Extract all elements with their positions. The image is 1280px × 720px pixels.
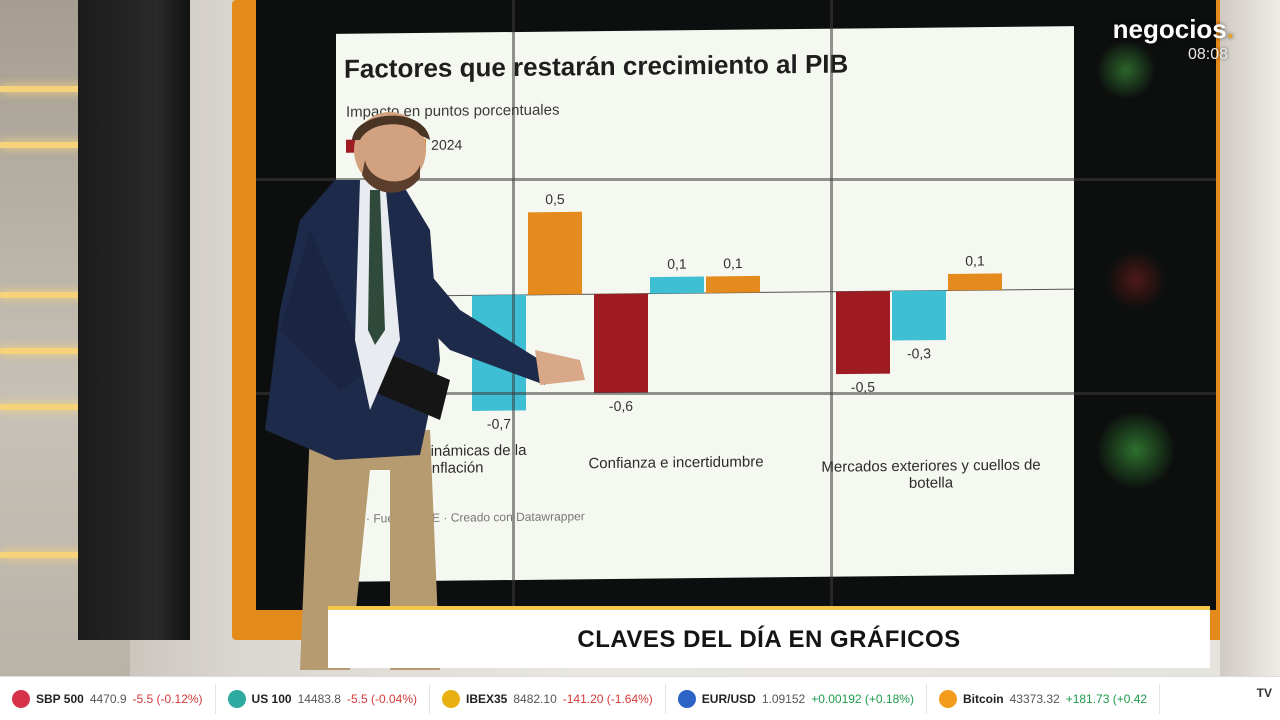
presenter	[265, 112, 585, 670]
bitcoin-icon	[938, 690, 957, 708]
bar	[528, 211, 582, 295]
logo-dot: .	[1226, 14, 1234, 44]
category-label-1: Confianza e incertidumbre	[588, 453, 764, 473]
ticker-change: +0.00192 (+0.18%)	[811, 692, 914, 706]
bar	[650, 276, 704, 294]
market-ticker: SBP 500 4470.9 -5.5 (-0.12%) US 100 14483.8-…	[0, 676, 1280, 720]
ticker-value: 43373.32	[1009, 692, 1060, 706]
ticker-change: -141.20 (-1.64%)	[562, 692, 653, 706]
ticker-value: 4470.9	[89, 692, 127, 706]
ticker-change: -5.5 (-0.12%)	[132, 692, 203, 706]
screen-bezel	[512, 0, 515, 610]
bar	[892, 290, 946, 341]
ticker-change: +181.73 (+0.42	[1065, 692, 1148, 706]
bar	[706, 275, 760, 293]
ticker-item: US 100 14483.8 -5.5 (-0.04%)	[216, 684, 430, 714]
ticker-value: 1.09152	[761, 692, 806, 706]
ticker-value: 14483.8	[297, 692, 341, 706]
bar-data-label: 0,1	[667, 256, 687, 272]
lower-third-title: CLAVES DEL DÍA EN GRÁFICOS	[577, 626, 961, 653]
ticker-name: US 100	[251, 692, 292, 706]
screen-bezel	[256, 392, 1216, 395]
bar	[836, 291, 890, 375]
shelf-light	[0, 142, 120, 148]
ticker-item: Bitcoin 43373.32 +181.73 (+0.42	[927, 684, 1161, 714]
bar-data-label: -0,6	[609, 398, 633, 414]
ticker-item: EUR/USD 1.09152 +0.00192 (+0.18%)	[666, 684, 927, 714]
studio-pillar	[78, 0, 190, 640]
sp-icon	[12, 690, 30, 708]
us-icon	[227, 690, 246, 708]
ticker-change: -5.5 (-0.04%)	[346, 692, 417, 706]
right-wall	[1220, 0, 1280, 680]
screen-bezel	[256, 178, 1216, 181]
bar-data-label: 0,1	[723, 255, 743, 271]
bar-data-label: -0,7	[487, 416, 511, 432]
shelf-light	[0, 86, 120, 92]
euro-icon	[677, 690, 696, 708]
ticker-name: Bitcoin	[962, 692, 1004, 706]
channel-logo: negocios.	[1113, 14, 1234, 45]
bar-data-label: -0,3	[907, 345, 931, 361]
ticker-value: 8482.10	[513, 692, 557, 706]
ticker-item: SBP 500 4470.9 -5.5 (-0.12%)	[0, 684, 216, 714]
tv-mark: TV	[1256, 686, 1272, 700]
spain-flag-icon	[442, 690, 460, 708]
shelf-light	[0, 292, 120, 298]
ticker-item: IBEX35 8482.10 -141.20 (-1.64%)	[430, 684, 666, 714]
bar	[948, 273, 1002, 291]
shelf-light	[0, 348, 120, 354]
screen-bezel	[830, 0, 833, 610]
logo-text: negocios	[1112, 14, 1227, 44]
broadcast-clock: 08:08	[1187, 46, 1228, 63]
bar	[594, 293, 648, 394]
shelf-light	[0, 552, 120, 558]
bar-data-label: 0,1	[965, 253, 985, 269]
bar-data-label: -0,5	[851, 379, 875, 395]
category-label-2: Mercados exteriores y cuellos de botella	[821, 456, 1041, 492]
bar-data-label: 0,5	[545, 191, 565, 207]
lower-third: CLAVES DEL DÍA EN GRÁFICOS	[328, 606, 1210, 668]
ticker-name: IBEX35	[466, 692, 508, 706]
ticker-name: SBP 500	[36, 692, 84, 706]
ticker-name: EUR/USD	[701, 692, 756, 706]
shelf-light	[0, 404, 120, 410]
